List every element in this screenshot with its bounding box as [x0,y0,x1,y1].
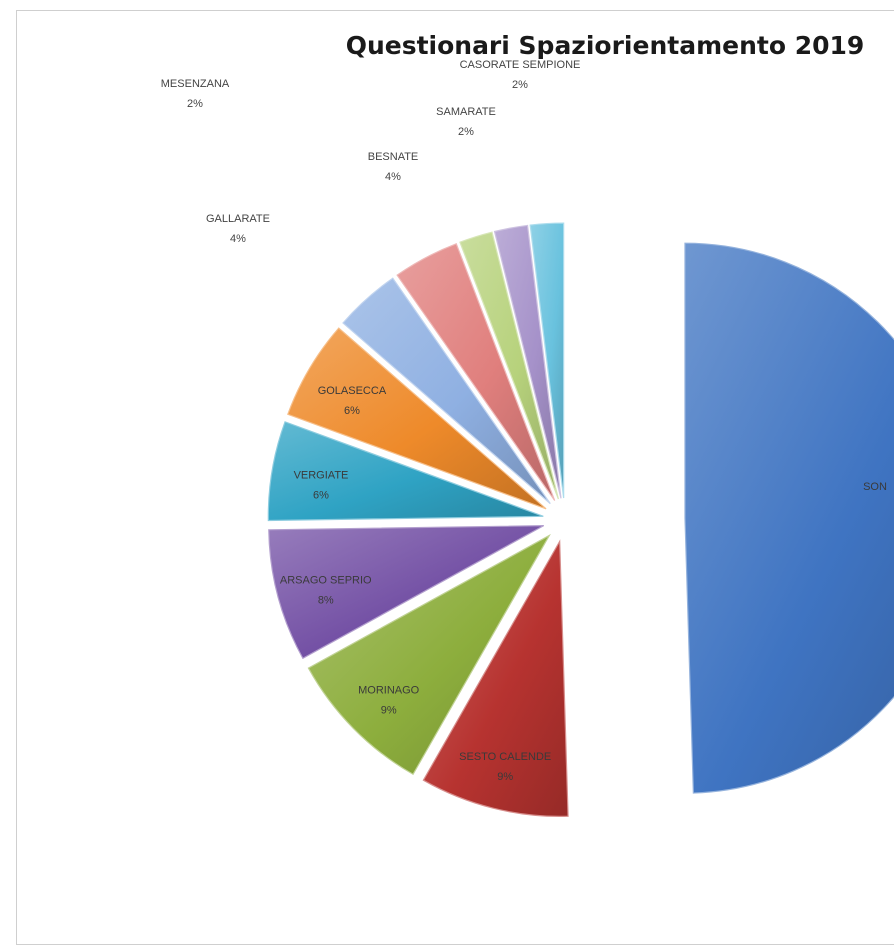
pie-slice-arsago-seprio[interactable] [268,525,545,660]
pie-slice-son[interactable] [684,242,894,794]
pie-slice-gallarate[interactable] [342,277,551,505]
slice-label-golasecca: GOLASECCA [318,385,387,397]
slice-label-casorate-sempione: CASORATE SEMPIONE [460,59,581,71]
pie-labels: SON SESTO CALENDE 9% MORINAGO 9% ARSAGO SEPRI… [161,59,887,783]
slice-percent-vergiate: 6% [313,490,329,502]
slice-percent-gallarate: 4% [230,233,246,245]
pie-slice-samarate[interactable] [459,231,559,500]
chart-title: Questionari Spaziorientamento 2019 [346,31,865,60]
slice-percent-mesenzana: 2% [187,98,203,110]
slice-percent-golasecca: 6% [344,405,360,417]
pie-slice-casorate-sempione[interactable] [493,224,562,499]
pie-slice-besnate[interactable] [396,243,556,501]
pie-slice-golasecca[interactable] [287,327,547,510]
slice-percent-sesto-calende: 9% [497,771,513,783]
pie-slices [267,222,894,817]
slice-label-mornago: MORINAGO [358,685,420,697]
slice-label-sesto-calende: SESTO CALENDE [459,751,551,763]
slice-label-arsago-seprio: ARSAGO SEPRIO [280,574,372,586]
slice-label-mesenzana: MESENZANA [161,78,230,90]
slice-label-son: SON [863,481,887,493]
pie-slice-mesenzana[interactable] [529,222,565,499]
slice-percent-samarate: 2% [458,126,474,138]
pie-slice-sesto-calende[interactable] [422,539,569,817]
slice-label-samarate: SAMARATE [436,106,496,118]
slice-percent-casorate-sempione: 2% [512,79,528,91]
pie-slice-mornago[interactable] [307,533,551,776]
slice-label-besnate: BESNATE [368,151,419,163]
slice-percent-arsago-seprio: 8% [318,594,334,606]
slice-label-vergiate: VERGIATE [294,470,349,482]
slice-percent-mornago: 9% [381,705,397,717]
pie-slice-vergiate[interactable] [267,421,544,522]
slice-percent-besnate: 4% [385,171,401,183]
slice-label-gallarate: GALLARATE [206,213,270,225]
